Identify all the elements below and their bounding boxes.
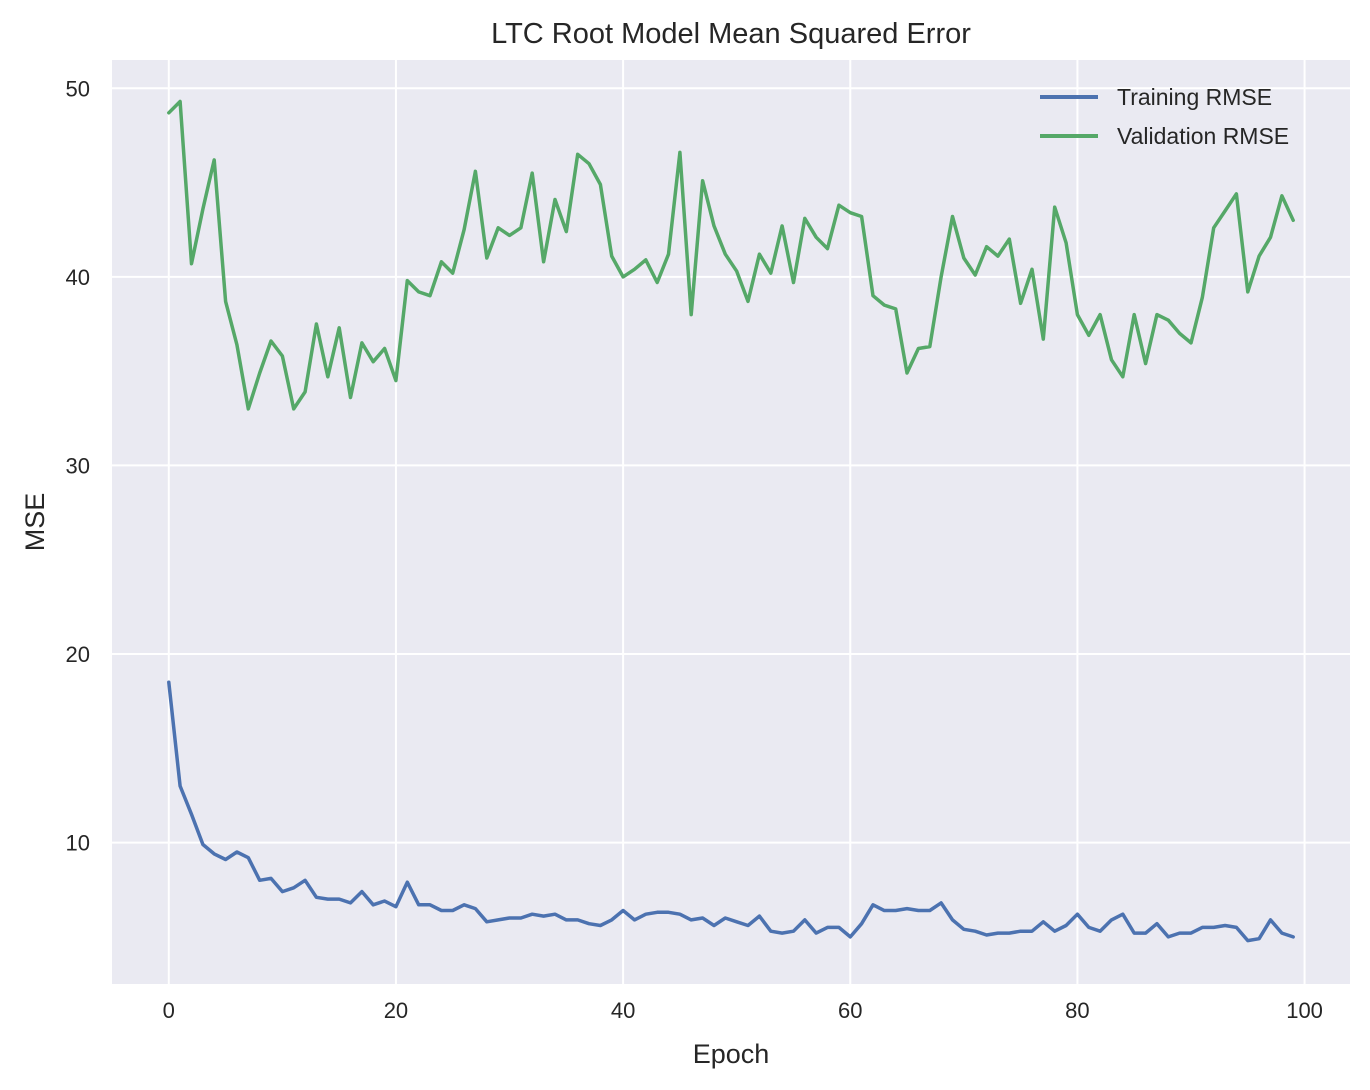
x-tick-label: 40 bbox=[611, 998, 635, 1023]
legend-label-training: Training RMSE bbox=[1117, 84, 1272, 110]
training-rmse-line bbox=[167, 680, 1295, 943]
x-tick-label: 0 bbox=[163, 998, 175, 1023]
plot-area bbox=[112, 60, 1350, 984]
legend: Training RMSE Validation RMSE bbox=[1040, 84, 1289, 149]
y-tick-label: 10 bbox=[66, 831, 90, 856]
y-axis-label: MSE bbox=[20, 493, 50, 552]
y-tick-label: 20 bbox=[66, 642, 90, 667]
x-axis-label: Epoch bbox=[693, 1039, 770, 1069]
grid bbox=[112, 60, 1350, 984]
x-tick-label: 20 bbox=[384, 998, 408, 1023]
y-tick-label: 30 bbox=[66, 453, 90, 478]
legend-label-validation: Validation RMSE bbox=[1117, 123, 1289, 149]
chart-title: LTC Root Model Mean Squared Error bbox=[491, 18, 971, 50]
y-tick-label: 50 bbox=[66, 76, 90, 101]
validation-rmse-line bbox=[167, 99, 1295, 411]
y-tick-label: 40 bbox=[66, 265, 90, 290]
x-tick-label: 80 bbox=[1065, 998, 1089, 1023]
x-tick-label: 100 bbox=[1286, 998, 1323, 1023]
series-layer bbox=[167, 99, 1295, 943]
tick-labels: 0 20 40 60 80 100 10 20 30 40 50 bbox=[66, 76, 1323, 1023]
x-tick-label: 60 bbox=[838, 998, 862, 1023]
